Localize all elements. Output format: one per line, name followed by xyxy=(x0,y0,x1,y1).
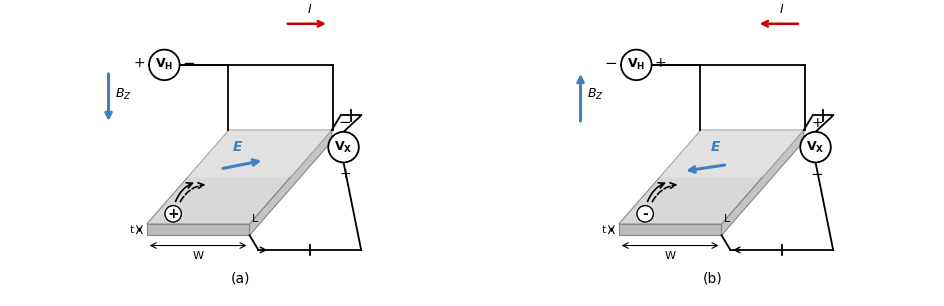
Text: +: + xyxy=(654,56,666,70)
Text: +: + xyxy=(134,56,145,70)
Text: L: L xyxy=(252,214,258,224)
Text: +: + xyxy=(811,116,823,130)
Text: $\mathbf{V_H}$: $\mathbf{V_H}$ xyxy=(627,57,646,73)
Polygon shape xyxy=(146,224,249,235)
Text: -: - xyxy=(642,207,648,221)
Text: W: W xyxy=(665,251,676,261)
Polygon shape xyxy=(249,130,331,235)
Text: E: E xyxy=(233,140,243,154)
Circle shape xyxy=(165,206,181,222)
Text: $\mathbf{V_X}$: $\mathbf{V_X}$ xyxy=(334,140,353,155)
Polygon shape xyxy=(721,130,803,235)
Text: I: I xyxy=(308,3,312,17)
Circle shape xyxy=(801,132,831,162)
Text: $B_Z$: $B_Z$ xyxy=(115,87,132,102)
Polygon shape xyxy=(618,224,721,235)
Polygon shape xyxy=(618,130,803,224)
Polygon shape xyxy=(660,130,803,177)
Text: $\mathbf{V_X}$: $\mathbf{V_X}$ xyxy=(806,140,825,155)
Circle shape xyxy=(637,206,653,222)
Text: L: L xyxy=(724,214,730,224)
Polygon shape xyxy=(721,130,803,224)
Circle shape xyxy=(329,132,359,162)
Circle shape xyxy=(149,50,179,80)
Text: I: I xyxy=(780,3,784,17)
Text: (a): (a) xyxy=(231,271,250,285)
Text: E: E xyxy=(711,140,720,154)
Text: $\mathbf{V_H}$: $\mathbf{V_H}$ xyxy=(155,57,174,73)
Text: t: t xyxy=(601,225,605,235)
Text: −: − xyxy=(182,56,195,71)
Polygon shape xyxy=(249,130,331,224)
Text: W: W xyxy=(193,251,204,261)
Text: $B_Z$: $B_Z$ xyxy=(587,87,604,102)
Text: +: + xyxy=(167,207,179,221)
Circle shape xyxy=(621,50,651,80)
Text: +: + xyxy=(339,167,351,181)
Text: −: − xyxy=(339,115,351,130)
Text: −: − xyxy=(811,167,823,182)
Text: −: − xyxy=(605,56,617,71)
Polygon shape xyxy=(146,130,331,224)
Text: t: t xyxy=(129,225,133,235)
Text: (b): (b) xyxy=(703,271,722,285)
Polygon shape xyxy=(188,130,331,177)
